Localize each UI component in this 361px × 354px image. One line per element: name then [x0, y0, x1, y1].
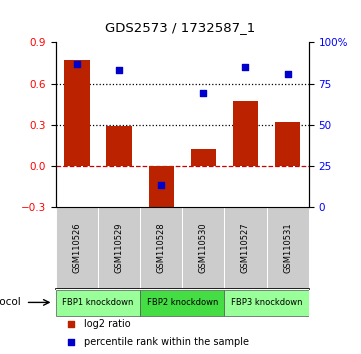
Bar — [56, 290, 140, 316]
Point — [243, 64, 248, 70]
Bar — [191, 149, 216, 166]
Bar — [225, 290, 309, 316]
Text: GSM110530: GSM110530 — [199, 222, 208, 273]
Text: GSM110528: GSM110528 — [157, 222, 166, 273]
Bar — [56, 207, 98, 289]
Bar — [140, 290, 225, 316]
Point — [158, 183, 164, 188]
Bar — [149, 166, 174, 213]
Point — [68, 339, 74, 345]
Bar — [64, 60, 90, 166]
Text: GSM110529: GSM110529 — [115, 223, 123, 273]
Bar — [106, 126, 132, 166]
Point — [285, 71, 291, 76]
Text: GDS2573 / 1732587_1: GDS2573 / 1732587_1 — [105, 21, 256, 34]
Bar — [182, 207, 225, 289]
Text: FBP3 knockdown: FBP3 knockdown — [231, 298, 302, 307]
Text: GSM110526: GSM110526 — [73, 222, 82, 273]
Point — [74, 61, 80, 67]
Text: percentile rank within the sample: percentile rank within the sample — [84, 337, 249, 347]
Text: protocol: protocol — [0, 297, 21, 307]
Bar — [233, 101, 258, 166]
Bar — [98, 207, 140, 289]
Point — [200, 91, 206, 96]
Bar — [266, 207, 309, 289]
Bar — [140, 207, 182, 289]
Text: GSM110531: GSM110531 — [283, 222, 292, 273]
Text: FBP2 knockdown: FBP2 knockdown — [147, 298, 218, 307]
Text: FBP1 knockdown: FBP1 knockdown — [62, 298, 134, 307]
Text: GSM110527: GSM110527 — [241, 222, 250, 273]
Point — [68, 321, 74, 327]
Point — [116, 68, 122, 73]
Bar — [225, 207, 266, 289]
Text: log2 ratio: log2 ratio — [84, 319, 130, 330]
Bar — [275, 122, 300, 166]
